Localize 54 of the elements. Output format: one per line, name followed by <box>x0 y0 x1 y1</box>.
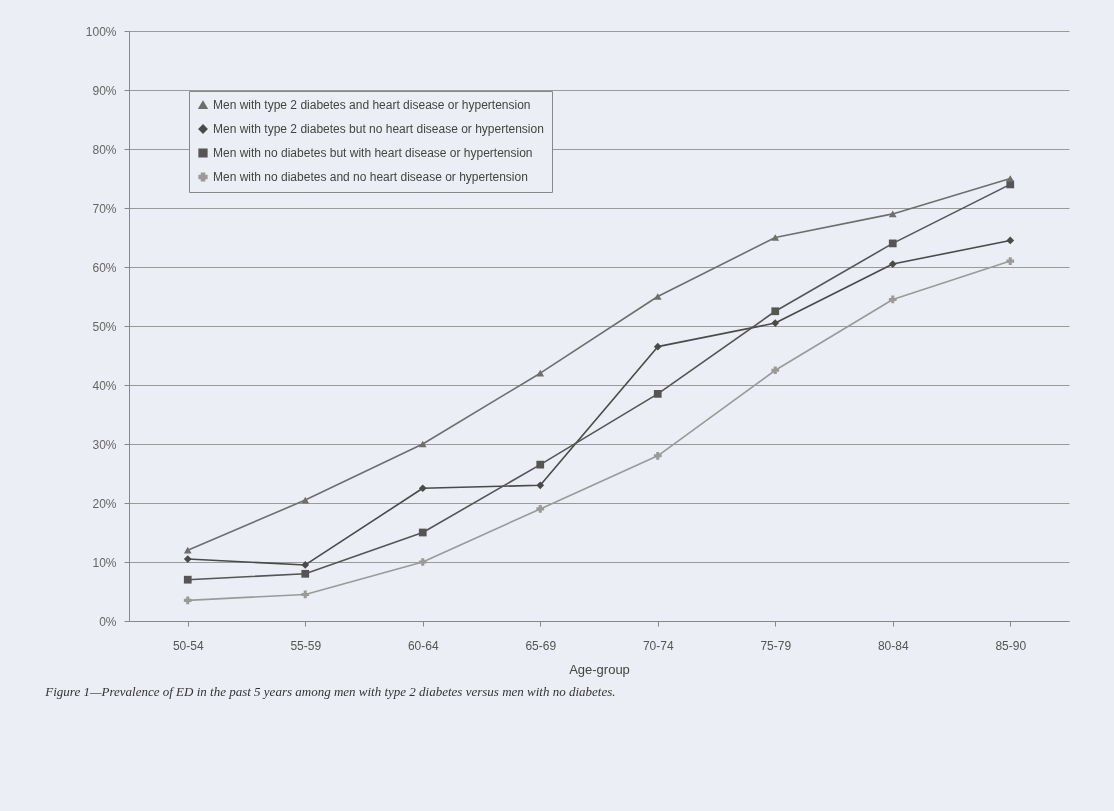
point <box>653 389 662 398</box>
x-tick-label: 70-74 <box>642 638 674 653</box>
point <box>1006 175 1015 182</box>
y-tick-label: 90% <box>92 83 117 98</box>
y-tick-label: 10% <box>92 555 117 570</box>
y-tick-label: 60% <box>92 260 117 275</box>
point <box>418 558 427 566</box>
y-tick-label: 20% <box>92 496 117 511</box>
x-tick-label: 65-69 <box>525 638 557 653</box>
x-tick-label: 80-84 <box>877 638 909 653</box>
point <box>536 481 545 490</box>
y-tick-label: 70% <box>92 201 117 216</box>
point <box>653 293 662 300</box>
point <box>888 210 897 218</box>
point <box>771 366 780 375</box>
point <box>536 460 545 469</box>
legend-label: Men with type 2 diabetes but no heart disease or hypertension <box>213 122 544 136</box>
point <box>1006 236 1015 245</box>
x-tick-label: 50-54 <box>172 638 204 653</box>
point <box>888 260 897 268</box>
point <box>183 555 192 563</box>
x-tick-label: 85-90 <box>995 638 1027 653</box>
point <box>418 484 427 493</box>
point <box>1006 257 1015 265</box>
point <box>771 234 780 241</box>
point <box>653 342 662 351</box>
point <box>183 596 192 605</box>
legend-label: Men with type 2 diabetes and heart disease or hypertension <box>213 98 531 112</box>
x-tick-label: 75-79 <box>760 638 792 653</box>
legend-label: Men with no diabetes but with heart disease or hypertension <box>213 146 533 160</box>
y-tick-label: 0% <box>99 614 117 629</box>
point <box>536 369 545 377</box>
point <box>888 295 897 304</box>
point <box>536 505 545 513</box>
point <box>771 319 780 327</box>
y-tick-label: 40% <box>92 378 117 393</box>
point <box>653 451 662 460</box>
y-tick-label: 80% <box>92 142 117 157</box>
x-tick-label: 60-64 <box>407 638 439 653</box>
legend-label: Men with no diabetes and no heart disease or hypertension <box>213 170 528 184</box>
point <box>301 590 310 599</box>
x-tick-label: 55-59 <box>290 638 322 653</box>
caption: Figure 1—Prevalence of ED in the past 5 years among men with type 2 diabetes versus men with no diabetes. <box>44 684 616 699</box>
point <box>418 528 427 537</box>
point <box>183 575 192 584</box>
point <box>888 239 897 248</box>
x-axis-title: Age-group <box>569 661 630 677</box>
point <box>301 561 310 569</box>
y-tick-label: 100% <box>85 24 117 39</box>
point <box>771 307 780 316</box>
y-tick-label: 50% <box>92 319 117 334</box>
point <box>301 569 310 578</box>
y-tick-label: 30% <box>92 437 117 452</box>
point <box>183 546 192 554</box>
